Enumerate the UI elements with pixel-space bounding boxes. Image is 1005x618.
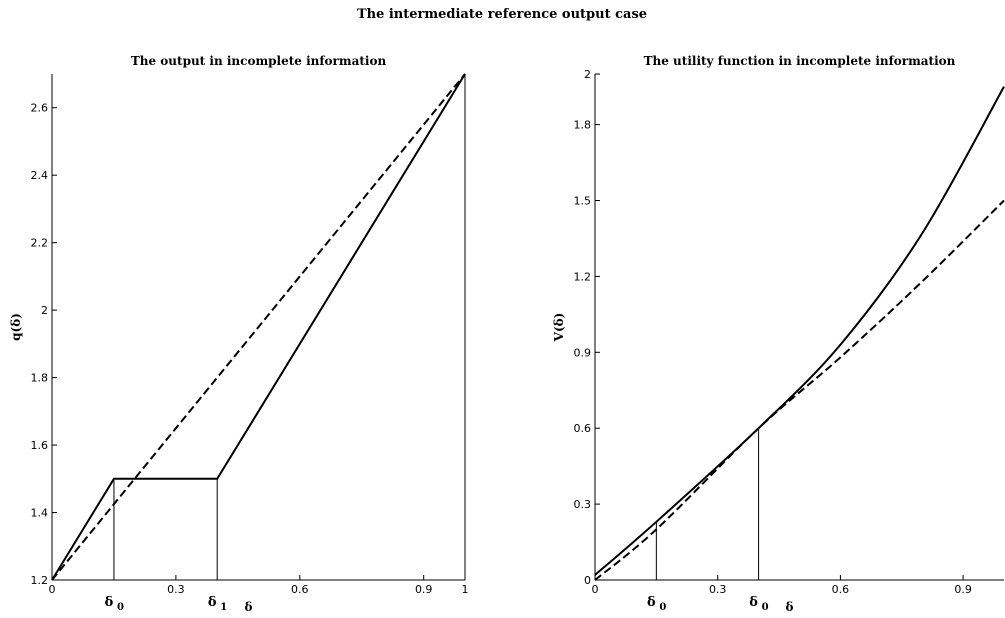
delta-annotation: δ	[105, 595, 114, 610]
delta-annotation: δ	[647, 595, 656, 610]
x-tick-label: 0.6	[832, 583, 850, 596]
delta-annotation: δ	[749, 595, 758, 610]
y-tick-label: 0.9	[574, 346, 592, 359]
x-axis-label: δ	[244, 600, 252, 614]
x-tick-label: 0.3	[167, 583, 185, 596]
y-tick-label: 0.6	[574, 422, 592, 435]
y-tick-label: 2.6	[31, 102, 49, 115]
dashed-series-line	[52, 74, 465, 580]
y-tick-label: 1.8	[574, 119, 592, 132]
y-tick-label: 1.5	[574, 195, 592, 208]
y-tick-label: 2	[41, 304, 48, 317]
x-tick-label: 0.3	[709, 583, 727, 596]
y-tick-label: 1.4	[31, 507, 49, 520]
y-tick-label: 1.8	[31, 372, 49, 385]
y-axis-label: q(δ)	[9, 313, 23, 341]
y-tick-label: 1.2	[574, 270, 592, 283]
y-tick-label: 2	[584, 68, 591, 81]
y-tick-label: 0	[584, 574, 591, 587]
y-tick-label: 1.2	[31, 574, 49, 587]
y-tick-label: 1.6	[31, 439, 49, 452]
x-tick-label: 0.9	[415, 583, 433, 596]
panel-title: The output in incomplete information	[131, 54, 387, 68]
panel-title: The utility function in incomplete infor…	[644, 54, 956, 68]
y-tick-label: 2.2	[31, 237, 49, 250]
x-tick-label: 0.6	[291, 583, 309, 596]
x-tick-label: 1	[462, 583, 469, 596]
solid-series-line	[595, 87, 1004, 575]
y-tick-label: 2.4	[31, 169, 49, 182]
delta-subscript: 1	[220, 602, 227, 613]
x-tick-label: 0	[49, 583, 56, 596]
delta-annotation: δ	[208, 595, 217, 610]
y-axis-label: V(δ)	[552, 313, 566, 343]
panel-1: The output in incomplete information 1.2 1…	[9, 54, 469, 614]
x-tick-label: 0.9	[954, 583, 972, 596]
delta-subscript: 0	[762, 602, 769, 613]
figure-suptitle: The intermediate reference output case	[357, 7, 647, 22]
panel-2: The utility function in incomplete infor…	[552, 54, 1004, 614]
delta-subscript: 0	[117, 602, 124, 613]
y-tick-label: 0.3	[574, 498, 592, 511]
x-tick-label: 0	[592, 583, 599, 596]
delta-subscript: 0	[659, 602, 666, 613]
x-axis-label: δ	[785, 600, 793, 614]
